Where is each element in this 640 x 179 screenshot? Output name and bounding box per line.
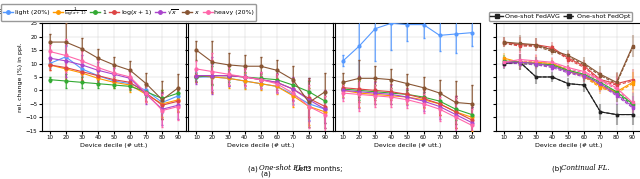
- Legend: light (20%), $\frac{1}{\log(x+1)}$, 1, $\log(x+1)$, $\sqrt{x}$, $x$, heavy (20%): light (20%), $\frac{1}{\log(x+1)}$, 1, $…: [1, 4, 256, 21]
- Text: Continual FL.: Continual FL.: [561, 164, 609, 172]
- Text: (b): (b): [552, 165, 564, 172]
- Text: One-shot FL.: One-shot FL.: [259, 164, 305, 172]
- X-axis label: Device decile (# utt.): Device decile (# utt.): [374, 143, 441, 148]
- Text: 3 months;: 3 months;: [307, 166, 344, 172]
- Legend: One-shot FedAVG, One-shot FedOpt: One-shot FedAVG, One-shot FedOpt: [488, 12, 632, 21]
- Y-axis label: rel. change (%) in ppl.: rel. change (%) in ppl.: [18, 42, 23, 112]
- X-axis label: Device decile (# utt.): Device decile (# utt.): [534, 143, 602, 148]
- X-axis label: Device decile (# utt.): Device decile (# utt.): [80, 143, 148, 148]
- Text: Selection f(x):: Selection f(x):: [0, 8, 45, 15]
- X-axis label: Device decile (# utt.): Device decile (# utt.): [227, 143, 294, 148]
- Text: (a): (a): [248, 165, 260, 172]
- Text: (a): (a): [260, 171, 273, 177]
- Text: Left:: Left:: [292, 166, 313, 172]
